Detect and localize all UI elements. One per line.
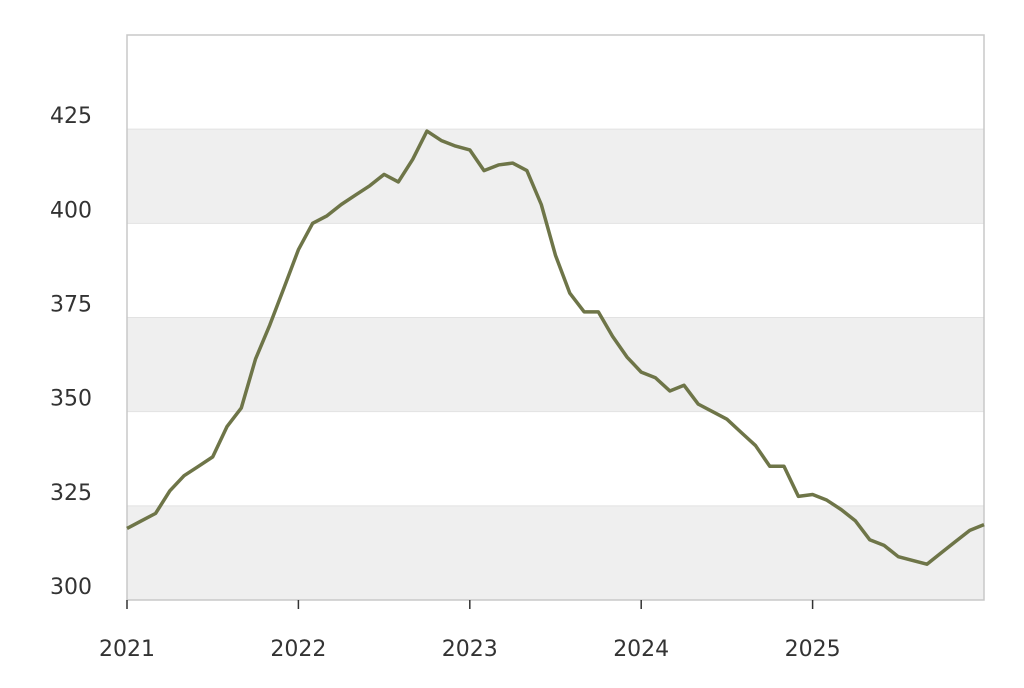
y-tick-label: 300 (50, 575, 92, 600)
y-tick-label: 350 (50, 387, 92, 412)
x-tick-label: 2021 (99, 637, 155, 662)
x-tick-label: 2025 (785, 637, 841, 662)
x-tick-label: 2024 (613, 637, 669, 662)
y-tick-label: 425 (50, 104, 92, 129)
data-line (126, 129, 985, 566)
x-tick-label: 2023 (442, 637, 498, 662)
y-tick-label: 375 (50, 293, 92, 318)
grid-band (127, 317, 984, 412)
plot-border (126, 34, 985, 601)
grid-band (127, 129, 984, 224)
y-tick-label: 325 (50, 481, 92, 506)
y-tick-label: 400 (50, 198, 92, 223)
grid-band (127, 505, 984, 600)
x-tick-label: 2022 (270, 637, 326, 662)
